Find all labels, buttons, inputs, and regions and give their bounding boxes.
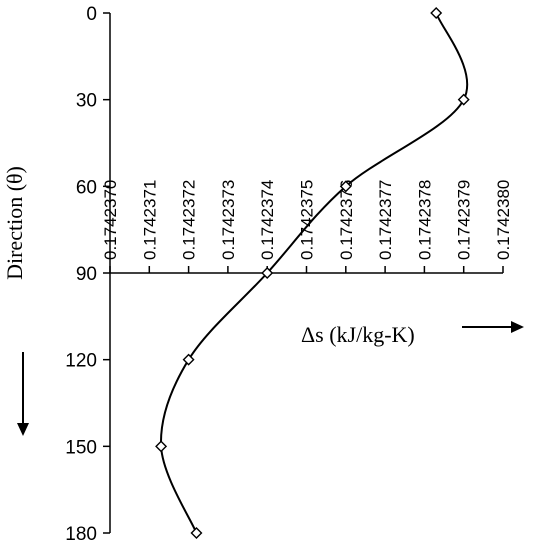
data-point-diamond-icon <box>182 353 195 366</box>
y-tick-label: 120 <box>65 351 97 372</box>
x-axis-ticks: 0.1742370 0.1742371 0.1742372 0.1742373 0.17… <box>101 180 513 273</box>
x-tick-label: 0.1742376 <box>337 180 356 260</box>
y-tick-label: 150 <box>65 437 97 458</box>
data-points <box>155 7 470 539</box>
x-tick-label: 0.1742375 <box>298 180 317 260</box>
x-tick-label: 0.1742372 <box>180 180 199 260</box>
y-axis-ticks: 0 30 60 90 120 150 180 <box>65 4 110 545</box>
y-direction-arrow-icon <box>17 352 29 436</box>
x-tick-label: 0.1742374 <box>258 180 277 260</box>
x-tick-label: 0.1742370 <box>101 180 120 260</box>
x-tick-label: 0.1742380 <box>494 180 513 260</box>
x-axis-group: 0.1742370 0.1742371 0.1742372 0.1742373 0.17… <box>101 180 513 274</box>
x-tick-label: 0.1742379 <box>455 180 474 260</box>
y-tick-label: 0 <box>86 4 97 25</box>
data-point-diamond-icon <box>457 93 470 106</box>
y-axis-group: 0 30 60 90 120 150 180 <box>65 4 111 545</box>
y-tick-label: 90 <box>76 264 97 285</box>
x-tick-label: 0.1742371 <box>140 180 159 260</box>
x-direction-arrow-icon <box>462 321 524 333</box>
y-axis-title: Direction (θ) <box>2 166 27 280</box>
data-point-diamond-icon <box>339 180 352 193</box>
data-point-diamond-icon <box>261 267 274 279</box>
y-tick-label: 60 <box>76 177 97 198</box>
x-tick-label: 0.1742373 <box>219 180 238 260</box>
x-axis-title: Δs (kJ/kg-K) <box>301 322 415 347</box>
x-tick-label: 0.1742378 <box>415 180 434 260</box>
x-tick-label: 0.1742377 <box>376 180 395 260</box>
data-point-diamond-icon <box>190 527 203 539</box>
data-point-diamond-icon <box>155 440 168 453</box>
y-tick-label: 30 <box>76 91 97 112</box>
y-tick-label: 180 <box>65 524 97 545</box>
data-point-diamond-icon <box>430 7 443 19</box>
